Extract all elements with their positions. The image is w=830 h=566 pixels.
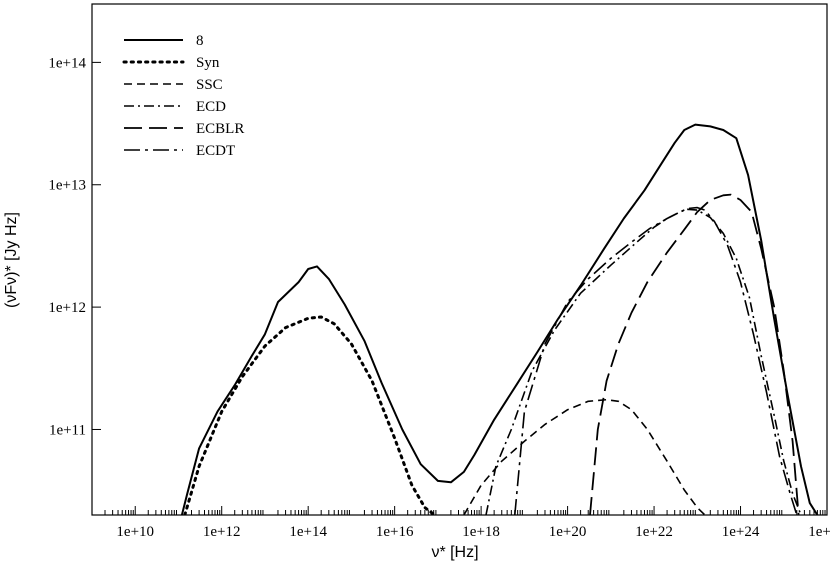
x-tick-label: 1e+22: [635, 524, 673, 540]
series-layer: [180, 123, 819, 515]
series-line-1: [183, 315, 437, 515]
series-line-0: [180, 123, 819, 515]
y-axis-label: (νFν)* [Jy Hz]: [3, 212, 20, 308]
x-tick-label: 1e+12: [203, 524, 241, 540]
x-tick-label: 1e+18: [462, 524, 500, 540]
legend-label: Syn: [196, 55, 220, 71]
x-tick-label: 1e+26: [808, 524, 830, 540]
x-tick-label: 1e+16: [376, 524, 414, 540]
legend: 8 Syn SSC ECD ECBLR ECDT: [122, 33, 244, 159]
x-tick-label: 1e+10: [116, 524, 154, 540]
legend-label: SSC: [196, 77, 223, 93]
x-tick-label: 1e+24: [722, 524, 760, 540]
ticks-layer: 1e+10 1e+12 1e+14 1e+16 1e+18 1e+20 1e+22 1e+24…: [48, 55, 830, 540]
series-line-2: [463, 398, 706, 515]
series-line-4: [589, 193, 800, 515]
legend-label: ECD: [196, 99, 226, 115]
legend-label: 8: [196, 33, 204, 49]
y-tick-label: 1e+11: [49, 422, 86, 438]
series-line-5: [514, 206, 798, 515]
legend-label: ECDT: [196, 143, 235, 159]
legend-label: ECBLR: [196, 121, 244, 137]
y-tick-label: 1e+13: [48, 178, 86, 194]
x-axis-label: ν* [Hz]: [431, 544, 478, 561]
y-tick-label: 1e+12: [48, 300, 86, 316]
y-tick-label: 1e+14: [48, 55, 86, 71]
series-line-3: [485, 208, 802, 515]
x-tick-label: 1e+20: [549, 524, 587, 540]
plot-frame: [91, 3, 828, 516]
x-tick-label: 1e+14: [289, 524, 327, 540]
